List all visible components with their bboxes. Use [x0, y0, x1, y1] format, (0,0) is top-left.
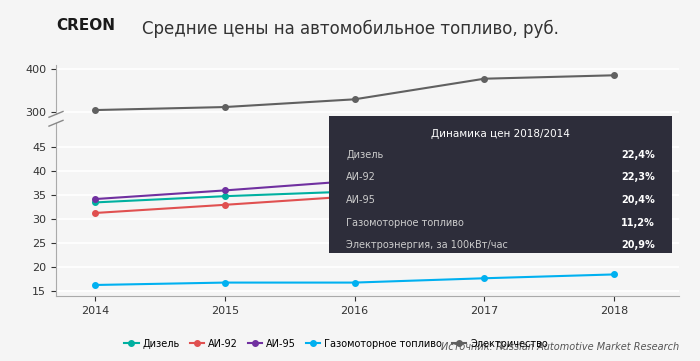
Text: 22,3%: 22,3% — [621, 173, 654, 182]
Text: 20,9%: 20,9% — [621, 240, 654, 251]
Text: 20,4%: 20,4% — [621, 195, 654, 205]
Text: Средние цены на автомобильное топливо, руб.: Средние цены на автомобильное топливо, р… — [141, 20, 559, 38]
Text: Дизель: Дизель — [346, 150, 384, 160]
Legend: Дизель, АИ-92, АИ-95, Газомоторное топливо, Электричество: Дизель, АИ-92, АИ-95, Газомоторное топли… — [120, 335, 552, 353]
Text: АИ-92: АИ-92 — [346, 173, 376, 182]
Text: Источник: Russian Automotive Market Research: Источник: Russian Automotive Market Rese… — [441, 342, 679, 352]
Text: 22,4%: 22,4% — [621, 150, 654, 160]
Text: 11,2%: 11,2% — [621, 218, 654, 228]
Text: CREON: CREON — [56, 18, 115, 33]
Text: Динамика цен 2018/2014: Динамика цен 2018/2014 — [431, 129, 570, 139]
Text: Электроэнергия, за 100кВт/час: Электроэнергия, за 100кВт/час — [346, 240, 508, 251]
Text: Газомоторное топливо: Газомоторное топливо — [346, 218, 464, 228]
Text: АИ-95: АИ-95 — [346, 195, 376, 205]
